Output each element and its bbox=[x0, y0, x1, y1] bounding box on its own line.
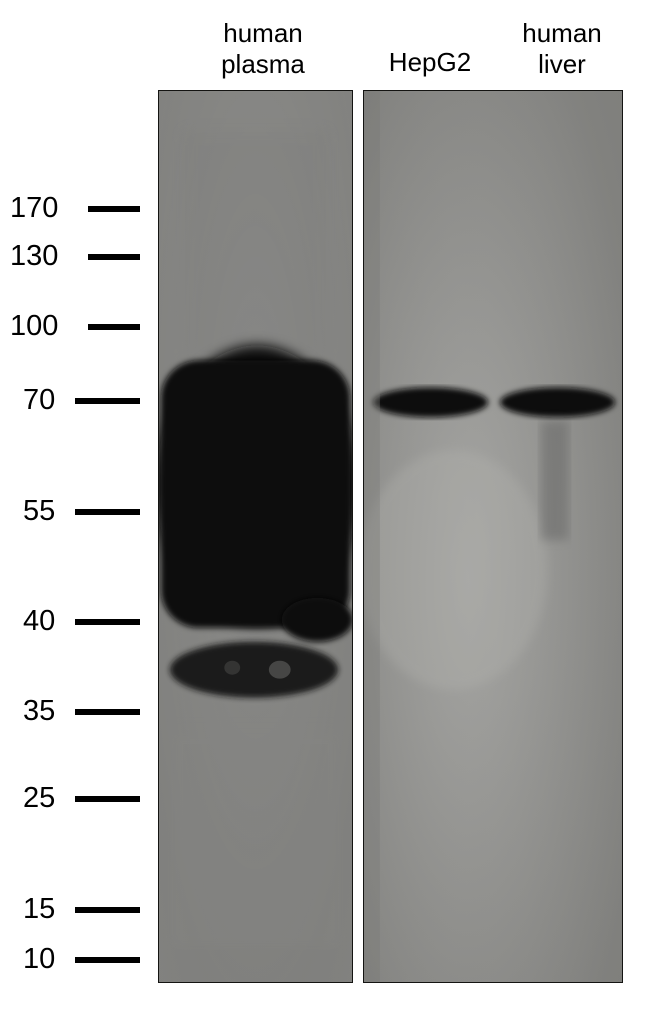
blot-image-left bbox=[159, 91, 352, 982]
blot-panel-right bbox=[363, 90, 623, 983]
blot-image-right bbox=[364, 91, 622, 982]
mw-tick-25 bbox=[75, 796, 140, 802]
mw-label-15: 15 bbox=[23, 893, 55, 926]
mw-label-130: 130 bbox=[10, 240, 58, 273]
mw-tick-100 bbox=[88, 324, 140, 330]
mw-label-100: 100 bbox=[10, 310, 58, 343]
mw-tick-170 bbox=[88, 206, 140, 212]
mw-label-170: 170 bbox=[10, 192, 58, 225]
mw-label-40: 40 bbox=[23, 605, 55, 638]
mw-label-55: 55 bbox=[23, 495, 55, 528]
mw-label-10: 10 bbox=[23, 943, 55, 976]
lane-label-hepg2: HepG2 bbox=[370, 47, 490, 78]
mw-tick-40 bbox=[75, 619, 140, 625]
mw-tick-10 bbox=[75, 957, 140, 963]
lane-label-human-liver: human liver bbox=[502, 18, 622, 80]
mw-tick-15 bbox=[75, 907, 140, 913]
mw-tick-55 bbox=[75, 509, 140, 515]
lane-label-human-plasma: human plasma bbox=[188, 18, 338, 80]
mw-tick-35 bbox=[75, 709, 140, 715]
blot-panel-left bbox=[158, 90, 353, 983]
mw-tick-70 bbox=[75, 398, 140, 404]
mw-label-70: 70 bbox=[23, 384, 55, 417]
western-blot-figure: human plasma HepG2 human liver 170 130 100… bbox=[0, 0, 650, 1015]
mw-label-25: 25 bbox=[23, 782, 55, 815]
mw-label-35: 35 bbox=[23, 695, 55, 728]
mw-tick-130 bbox=[88, 254, 140, 260]
